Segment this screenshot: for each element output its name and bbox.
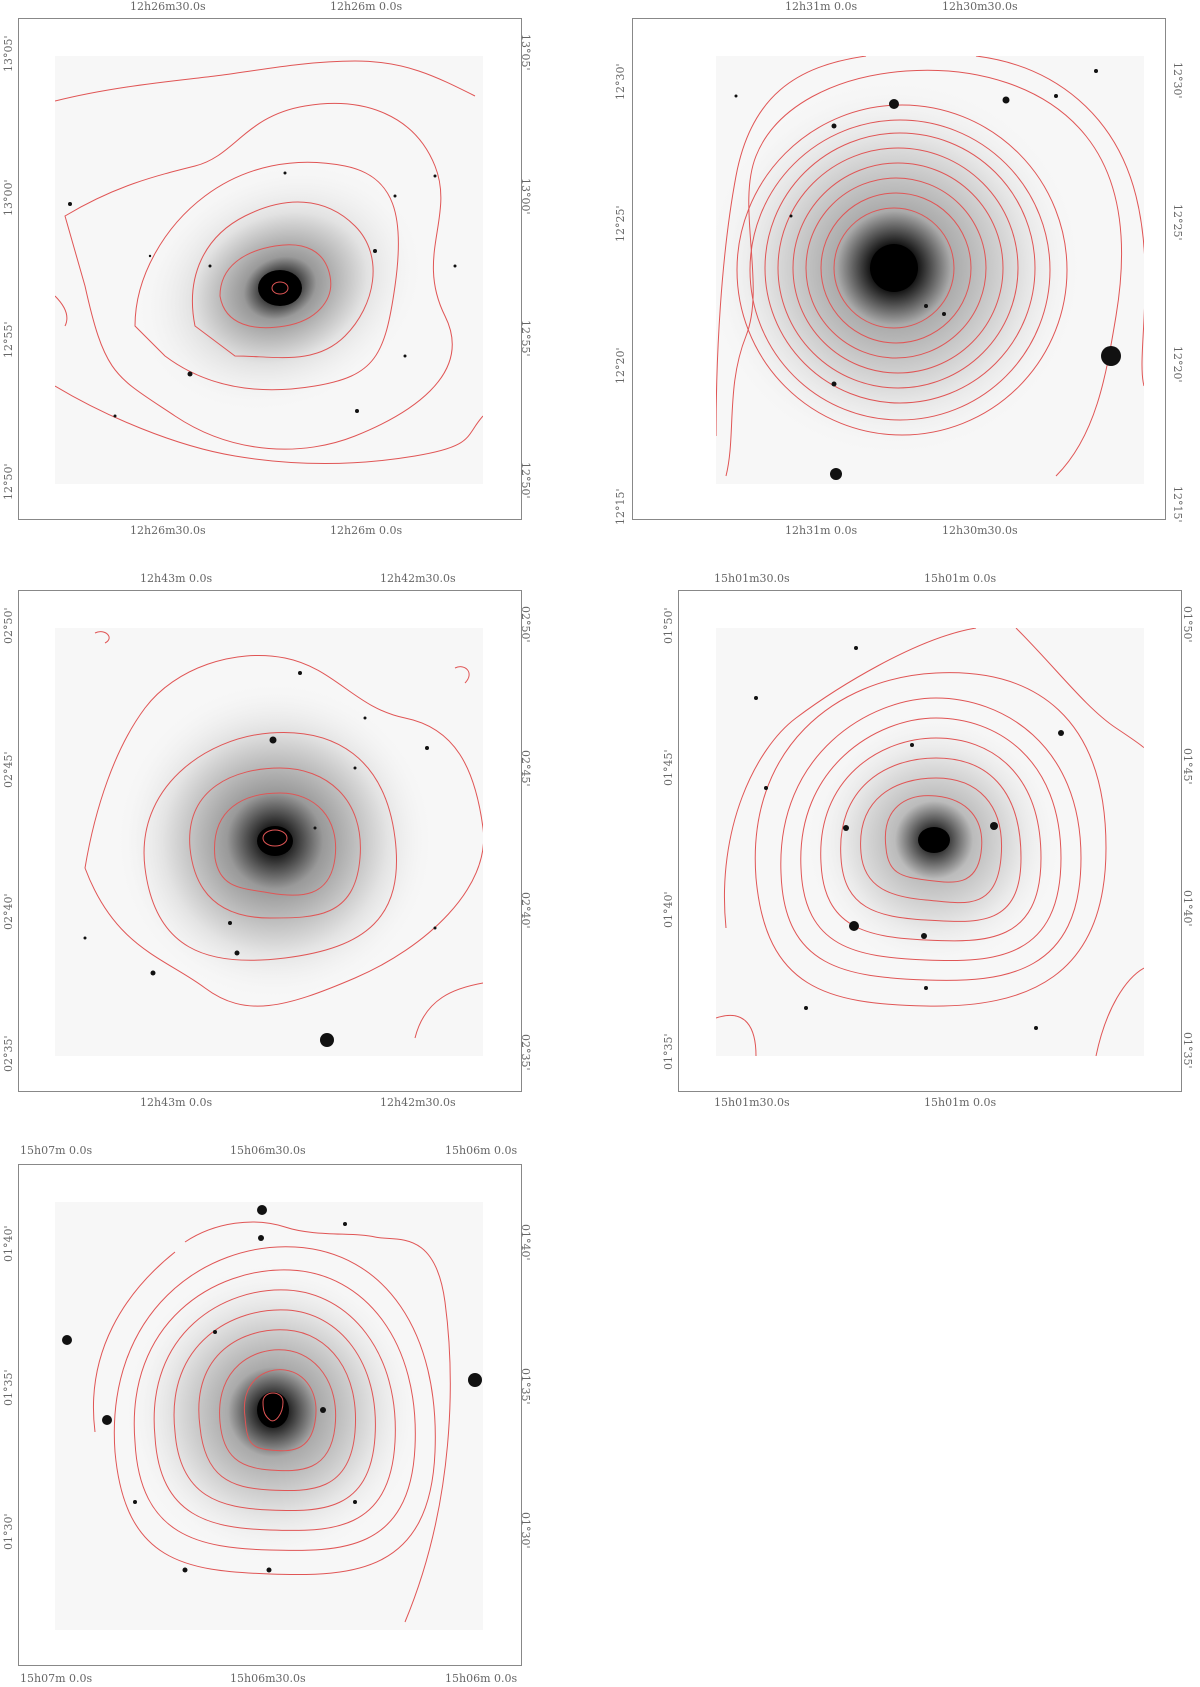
contour-lines xyxy=(84,631,483,1039)
panel-1-dec-right-2: 13°00' xyxy=(519,178,532,215)
panel-3-dec-left-4: 02°35' xyxy=(2,1035,15,1072)
panel-4-image xyxy=(716,628,1144,1056)
panel-3-dec-right-2: 02°45' xyxy=(519,750,532,787)
panel-4: 15h01m30.0s 15h01m 0.0s 15h01m30.0s 15h0… xyxy=(620,572,1200,1112)
panel-2-dec-left-2: 12°25' xyxy=(614,205,627,242)
panel-3-top-ra-1: 12h43m 0.0s xyxy=(140,572,213,585)
panel-4-dec-right-1: 01°50' xyxy=(1181,606,1194,643)
panel-1-dec-right-4: 12°50' xyxy=(519,462,532,499)
stars xyxy=(83,671,437,1047)
panel-4-dec-left-3: 01°40' xyxy=(662,891,675,928)
contour-lines xyxy=(716,628,1144,1056)
panel-1-bottom-ra-2: 12h26m 0.0s xyxy=(330,524,403,537)
panel-3-dec-right-1: 02°50' xyxy=(519,606,532,643)
panel-5-bottom-ra-2: 15h06m30.0s xyxy=(230,1672,306,1685)
panel-2-dec-right-1: 12°30' xyxy=(1171,62,1184,99)
panel-2-bottom-ra-1: 12h31m 0.0s xyxy=(785,524,858,537)
panel-5-bottom-ra-3: 15h06m 0.0s xyxy=(445,1672,518,1685)
panel-5-top-ra-1: 15h07m 0.0s xyxy=(20,1144,93,1157)
panel-3-top-ra-2: 12h42m30.0s xyxy=(380,572,456,585)
panel-3-dec-left-3: 02°40' xyxy=(2,893,15,930)
panel-5-dec-right-2: 01°35' xyxy=(519,1368,532,1405)
panel-4-dec-right-3: 01°40' xyxy=(1181,890,1194,927)
panel-1-dec-left-1: 13°05' xyxy=(2,35,15,72)
panel-5-dec-left-1: 01°40' xyxy=(2,1225,15,1262)
panel-5-top-ra-3: 15h06m 0.0s xyxy=(445,1144,518,1157)
panel-2-top-ra-2: 12h30m30.0s xyxy=(942,0,1018,13)
panel-5-dec-right-3: 01°30' xyxy=(519,1512,532,1549)
panel-1-top-ra-1: 12h26m30.0s xyxy=(130,0,206,13)
panel-2-dec-right-2: 12°25' xyxy=(1171,204,1184,241)
panel-3-dec-right-3: 02°40' xyxy=(519,892,532,929)
panel-2-image xyxy=(716,56,1144,484)
panel-2-top-ra-1: 12h31m 0.0s xyxy=(785,0,858,13)
panel-4-dec-left-4: 01°35' xyxy=(662,1033,675,1070)
stars xyxy=(754,646,1064,1030)
panel-5-dec-left-2: 01°35' xyxy=(2,1369,15,1406)
panel-2-dec-left-1: 12°30' xyxy=(614,63,627,100)
panel-3-dec-right-4: 02°35' xyxy=(519,1034,532,1071)
panel-2-bottom-ra-2: 12h30m30.0s xyxy=(942,524,1018,537)
panel-5-dec-left-3: 01°30' xyxy=(2,1513,15,1550)
panel-2-dec-left-3: 12°20' xyxy=(614,347,627,384)
panel-1-image xyxy=(55,56,483,484)
panel-3-dec-left-2: 02°45' xyxy=(2,751,15,788)
panel-3-image xyxy=(55,628,483,1056)
panel-2-dec-right-3: 12°20' xyxy=(1171,346,1184,383)
panel-4-top-ra-2: 15h01m 0.0s xyxy=(924,572,997,585)
panel-4-dec-right-4: 01°35' xyxy=(1181,1032,1194,1069)
panel-3-dec-left-1: 02°50' xyxy=(2,607,15,644)
panel-4-dec-right-2: 01°45' xyxy=(1181,748,1194,785)
panel-5: 15h07m 0.0s 15h06m30.0s 15h06m 0.0s 15h0… xyxy=(0,1144,540,1687)
panel-2: 12h31m 0.0s 12h30m30.0s 12h31m 0.0s 12h3… xyxy=(614,0,1200,540)
panel-3-bottom-ra-2: 12h42m30.0s xyxy=(380,1096,456,1109)
panel-2-dec-left-4: 12°15' xyxy=(614,488,627,525)
stars xyxy=(68,171,457,418)
panel-3-bottom-ra-1: 12h43m 0.0s xyxy=(140,1096,213,1109)
panel-5-image xyxy=(55,1202,483,1630)
panel-2-dec-right-4: 12°15' xyxy=(1171,486,1184,523)
panel-1-bottom-ra-1: 12h26m30.0s xyxy=(130,524,206,537)
panel-1-dec-left-3: 12°55' xyxy=(2,321,15,358)
panel-4-top-ra-1: 15h01m30.0s xyxy=(714,572,790,585)
panel-1-dec-right-3: 12°55' xyxy=(519,320,532,357)
panel-3: 12h43m 0.0s 12h42m30.0s 12h43m 0.0s 12h4… xyxy=(0,572,540,1112)
contour-lines xyxy=(716,56,1144,477)
contour-lines xyxy=(93,1221,451,1623)
panel-4-bottom-ra-1: 15h01m30.0s xyxy=(714,1096,790,1109)
panel-4-dec-left-1: 01°50' xyxy=(662,607,675,644)
panel-1-top-ra-2: 12h26m 0.0s xyxy=(330,0,403,13)
panel-5-dec-right-1: 01°40' xyxy=(519,1224,532,1261)
stars xyxy=(734,69,1121,480)
panel-5-bottom-ra-1: 15h07m 0.0s xyxy=(20,1672,93,1685)
panel-1-dec-left-2: 13°00' xyxy=(2,179,15,216)
panel-4-dec-left-2: 01°45' xyxy=(662,749,675,786)
panel-1-dec-right-1: 13°05' xyxy=(519,34,532,71)
panel-5-top-ra-2: 15h06m30.0s xyxy=(230,1144,306,1157)
stars xyxy=(62,1205,482,1573)
panel-1: 12h26m30.0s 12h26m 0.0s 12h26m30.0s 12h2… xyxy=(0,0,540,540)
contour-lines xyxy=(55,60,483,464)
panel-4-bottom-ra-2: 15h01m 0.0s xyxy=(924,1096,997,1109)
panel-1-dec-left-4: 12°50' xyxy=(2,463,15,500)
